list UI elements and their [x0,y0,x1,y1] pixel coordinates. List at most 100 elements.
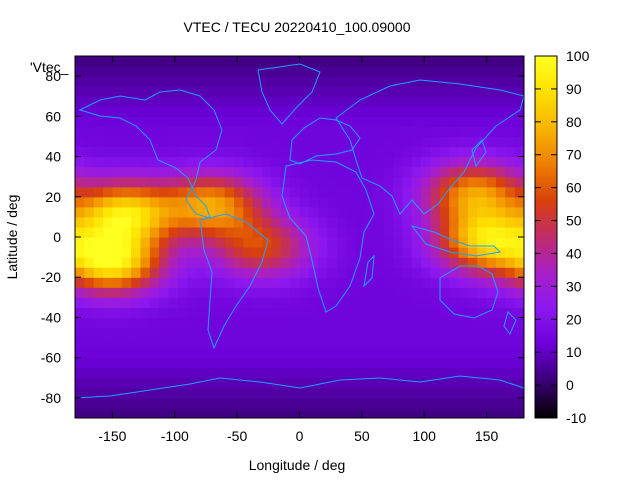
heatmap-cell [205,136,216,148]
heatmap-cell [159,327,170,339]
heatmap-cell [149,317,160,329]
heatmap-cell [177,357,188,369]
heatmap-cell [514,337,524,349]
heatmap-cell [271,297,282,308]
heatmap-cell [159,216,170,228]
heatmap-cell [402,166,413,178]
heatmap-cell [177,76,188,87]
heatmap-cell [318,347,329,359]
heatmap-cell [280,156,291,168]
heatmap-cell [439,226,450,238]
heatmap-cell [430,357,441,369]
heatmap-cell [439,166,450,178]
heatmap-cell [121,337,132,349]
heatmap-cell [262,397,273,409]
heatmap-cell [187,397,198,409]
heatmap-cell [243,176,254,188]
heatmap-cell [486,166,497,178]
heatmap-cell [449,367,460,379]
heatmap-cell [383,307,394,319]
heatmap-cell [477,106,488,117]
heatmap-cell [430,176,441,188]
heatmap-cell [411,126,422,138]
heatmap-cell [346,297,357,308]
heatmap-cell [299,397,310,409]
heatmap-cell [402,307,413,319]
heatmap-cell [327,337,338,349]
colorbar-tick-label: 20 [566,311,582,327]
heatmap-cell [514,267,524,278]
heatmap-cell [168,237,179,248]
heatmap-cell [458,327,469,339]
heatmap-cell [495,76,506,87]
heatmap-cell [103,297,114,308]
heatmap-cell [280,146,291,158]
heatmap-cell [486,377,497,389]
heatmap-cell [187,277,198,288]
heatmap-cell [187,106,198,117]
heatmap-cell [402,297,413,308]
heatmap-cell [131,337,142,349]
heatmap-cell [486,156,497,168]
heatmap-cell [196,176,207,188]
heatmap-cell [159,136,170,148]
heatmap-cell [140,277,151,288]
heatmap-cell [346,407,357,418]
heatmap-cell [187,387,198,399]
heatmap-cell [243,66,254,77]
heatmap-cell [346,106,357,117]
x-tick-label: -100 [161,428,189,444]
heatmap-cell [393,327,403,339]
heatmap-cell [327,287,338,298]
heatmap-cell [196,327,207,339]
heatmap-cell [411,337,422,349]
heatmap-cell [477,96,488,107]
heatmap-cell [243,297,254,308]
heatmap-cell [168,106,179,117]
heatmap-cell [243,337,254,349]
heatmap-cell [168,297,179,308]
heatmap-cell [439,387,450,399]
heatmap-cell [308,287,319,298]
heatmap-cell [346,206,357,218]
heatmap-cell [149,166,160,178]
heatmap-cell [168,307,179,319]
heatmap-cell [336,337,347,349]
heatmap-cell [280,126,291,138]
heatmap-cell [458,116,469,127]
heatmap-cell [411,186,422,198]
heatmap-cell [140,86,151,97]
heatmap-cell [93,357,104,369]
heatmap-cell [205,96,216,107]
heatmap-cell [84,377,95,389]
heatmap-cell [336,407,347,418]
heatmap-cell [149,116,160,127]
heatmap-cell [131,106,142,117]
heatmap-cell [505,106,516,117]
heatmap-cell [149,247,160,258]
heatmap-cell [421,307,432,319]
heatmap-cell [187,237,198,248]
heatmap-cell [346,156,357,168]
heatmap-cell [205,327,216,339]
heatmap-cell [439,176,450,188]
heatmap-cell [131,347,142,359]
heatmap-cell [402,186,413,198]
heatmap-cell [93,216,104,228]
heatmap-cell [103,337,114,349]
heatmap-cell [402,267,413,278]
heatmap-cell [187,76,198,87]
heatmap-cell [121,357,132,369]
heatmap-cell [131,96,142,107]
heatmap-cell [364,106,375,117]
heatmap-cell [411,116,422,127]
heatmap-cell [93,56,104,67]
heatmap-cell [477,257,488,268]
heatmap-cell [187,96,198,107]
heatmap-cell [374,116,385,127]
heatmap-cell [458,267,469,278]
heatmap-cell [149,136,160,148]
heatmap-cell [177,267,188,278]
heatmap-cell [168,126,179,138]
heatmap-cell [215,136,226,148]
